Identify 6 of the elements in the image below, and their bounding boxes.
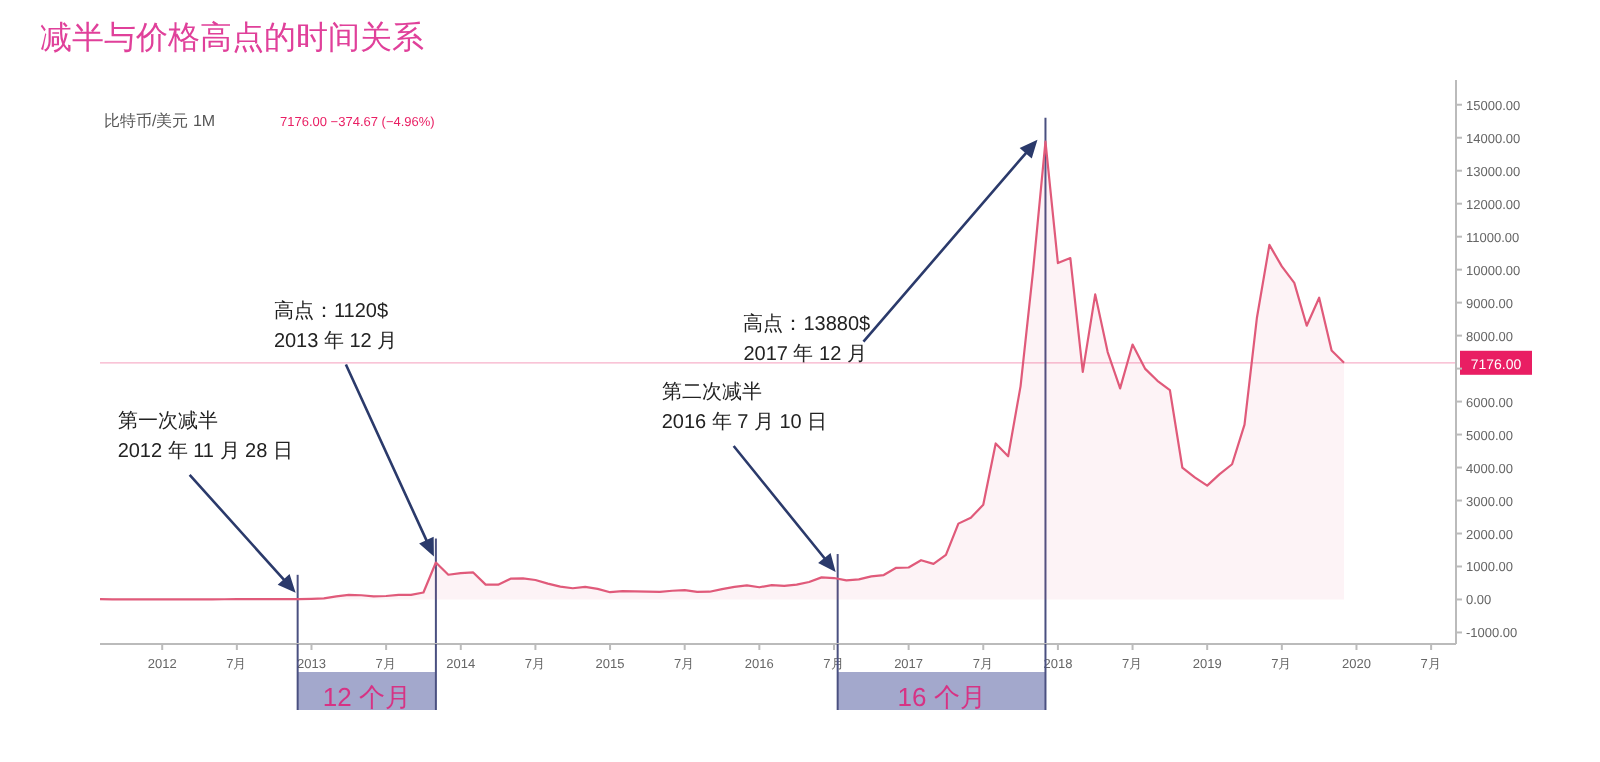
annotation: 第二次减半 2016 年 7 月 10 日 bbox=[661, 382, 828, 435]
annotation: 第一次减半 2012 年 11 月 28 日 bbox=[117, 410, 293, 463]
annotation: 高点：1120$ 2013 年 12 月 bbox=[273, 300, 398, 353]
subtitle: 比特币/美元 1M bbox=[104, 112, 216, 130]
annotation: 高点：13880$ 2017 年 12 月 bbox=[743, 313, 871, 366]
title: 减半与价格高点的时间关系 bbox=[40, 22, 424, 56]
